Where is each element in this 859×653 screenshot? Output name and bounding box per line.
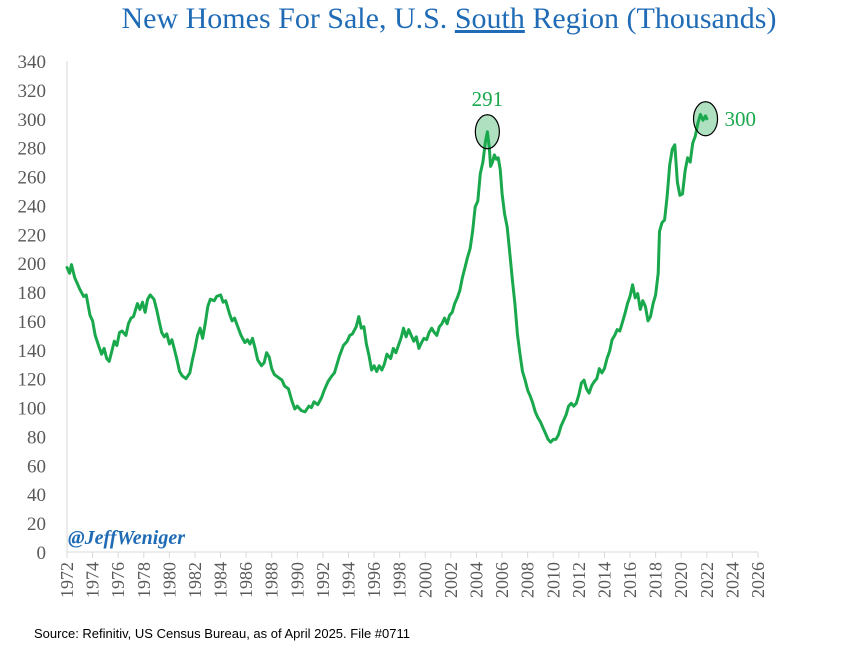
series-line (65, 112, 709, 444)
x-tick-label: 1994 (339, 562, 359, 598)
x-tick-label: 1974 (83, 562, 103, 598)
x-tick-label: 2026 (748, 562, 768, 598)
y-tick-label: 180 (18, 283, 47, 304)
y-tick-label: 60 (27, 456, 46, 477)
x-tick-label: 1978 (134, 562, 154, 598)
data-label: 300 (725, 107, 757, 131)
x-tick-label: 2024 (722, 562, 742, 598)
x-tick-label: 1976 (108, 562, 128, 598)
y-tick-label: 20 (27, 514, 46, 535)
highlight-circle (474, 114, 500, 150)
y-tick-label: 340 (18, 52, 47, 73)
x-tick-label: 1990 (287, 562, 307, 598)
y-tick-label: 80 (27, 427, 46, 448)
x-tick-label: 2016 (620, 562, 640, 598)
y-tick-label: 0 (37, 543, 47, 564)
highlight-circle (692, 101, 719, 137)
x-tick-label: 1982 (185, 562, 205, 598)
x-tick-label: 2018 (646, 562, 666, 598)
y-tick-label: 260 (18, 168, 47, 189)
y-tick-label: 320 (18, 81, 47, 102)
source-note: Source: Refinitiv, US Census Bureau, as … (34, 626, 410, 641)
x-tick-label: 2006 (492, 562, 512, 598)
y-tick-label: 240 (18, 196, 47, 217)
plot-area (65, 112, 709, 444)
data-label: 291 (472, 87, 504, 111)
title-part-underlined: South (454, 2, 525, 35)
y-tick-label: 160 (18, 312, 47, 333)
x-tick-label: 2022 (697, 562, 717, 598)
x-tick-label: 1998 (390, 562, 410, 598)
x-tick-label: 2008 (518, 562, 538, 598)
chart-title: New Homes For Sale, U.S. South Region (T… (0, 2, 859, 36)
y-tick-label: 200 (18, 254, 47, 275)
author-handle: @JeffWeniger (68, 527, 185, 549)
x-tick-label: 2000 (415, 562, 435, 598)
x-tick-label: 1992 (313, 562, 333, 598)
x-tick-label: 1988 (262, 562, 282, 598)
x-tick-label: 1984 (211, 562, 231, 598)
x-tick-label: 1980 (159, 562, 179, 598)
y-tick-label: 300 (18, 110, 47, 131)
x-tick-label: 2014 (594, 562, 614, 598)
x-tick-label: 2020 (671, 562, 691, 598)
x-axis: 1972 1974 1976 1978 1980 1982 1984 1986 1988 1990… (57, 551, 768, 598)
x-tick-label: 2002 (441, 562, 461, 598)
y-tick-label: 220 (18, 225, 47, 246)
x-tick-label: 1986 (236, 562, 256, 598)
y-axis: 0 20 40 60 80 100 120 140 160 180 200 220 240 260 280 3… (18, 52, 68, 564)
y-tick-label: 140 (18, 341, 47, 362)
x-tick-label: 2010 (543, 562, 563, 598)
y-tick-label: 120 (18, 370, 47, 391)
annotations: 291 300 (472, 87, 757, 150)
x-tick-label: 1996 (364, 562, 384, 598)
y-tick-label: 100 (18, 399, 47, 420)
x-tick-label: 1972 (57, 562, 77, 598)
y-tick-label: 40 (27, 485, 46, 506)
title-part-2: Region (Thousands) (524, 2, 777, 35)
title-part-1: New Homes For Sale, U.S. (121, 2, 455, 35)
x-tick-label: 2004 (466, 562, 486, 598)
y-tick-label: 280 (18, 139, 47, 160)
x-tick-label: 2012 (569, 562, 589, 598)
